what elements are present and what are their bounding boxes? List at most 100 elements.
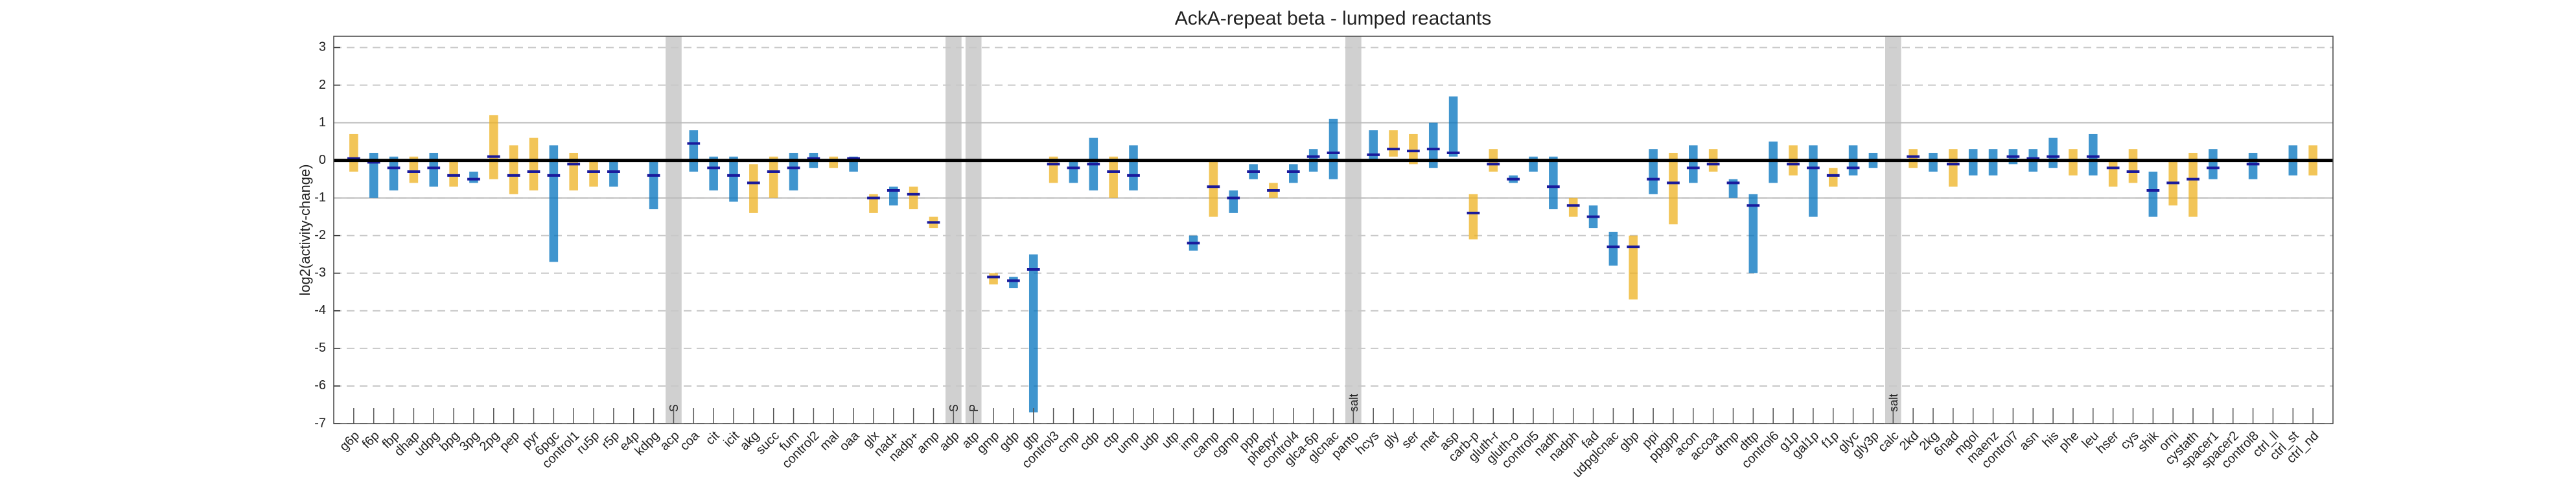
- value-cloud: [769, 156, 778, 198]
- x-tick-label: oaa: [837, 428, 863, 454]
- value-cloud: [1289, 164, 1298, 183]
- shaded-column: [965, 36, 982, 424]
- value-cloud: [1748, 194, 1758, 273]
- y-tick-label: -5: [314, 341, 326, 355]
- x-tick-label: g6p: [337, 429, 362, 454]
- value-cloud: [709, 156, 718, 191]
- y-tick-label: -1: [314, 190, 326, 205]
- y-tick-label: 2: [319, 78, 326, 92]
- value-cloud: [549, 145, 559, 262]
- value-cloud: [1229, 190, 1238, 213]
- value-cloud: [469, 172, 478, 183]
- value-cloud: [2069, 149, 2078, 176]
- shaded-column: [1345, 36, 1362, 424]
- x-tick-label: asn: [2017, 429, 2041, 453]
- value-cloud: [1389, 130, 1398, 157]
- x-tick-label: gdp: [997, 429, 1022, 454]
- x-tick-label: cit: [703, 428, 723, 448]
- value-cloud: [2188, 152, 2198, 217]
- chart-title: AckA-repeat beta - lumped reactants: [1175, 8, 1492, 29]
- value-cloud: [1468, 194, 1478, 240]
- value-cloud: [1769, 141, 1778, 183]
- value-cloud: [1988, 149, 1998, 176]
- value-cloud: [1109, 156, 1118, 198]
- x-tick-label: f6p: [360, 429, 382, 451]
- value-cloud: [449, 160, 458, 187]
- value-cloud: [909, 187, 918, 210]
- x-tick-label: bpg: [437, 429, 462, 454]
- x-tick-label: pep: [497, 429, 522, 454]
- x-tick-label: 3pg: [457, 429, 482, 454]
- value-cloud: [1428, 122, 1438, 168]
- value-cloud: [689, 130, 699, 172]
- value-cloud: [429, 152, 439, 187]
- value-cloud: [369, 152, 378, 198]
- x-tick-label: ru5p: [574, 429, 602, 457]
- shaded-column: [1885, 36, 1901, 424]
- value-cloud: [1549, 156, 1558, 210]
- y-tick-label: -4: [314, 303, 326, 317]
- y-tick-label: -7: [314, 416, 326, 430]
- x-tick-label: coa: [677, 428, 702, 453]
- value-cloud: [1929, 152, 1938, 172]
- value-cloud: [1949, 149, 1958, 187]
- value-cloud: [2089, 133, 2098, 176]
- x-tick-label: phe: [2056, 429, 2082, 454]
- y-tick-label: -6: [314, 378, 326, 392]
- x-tick-label: his: [2040, 429, 2062, 451]
- shaded-column: [946, 36, 962, 424]
- value-cloud: [2209, 149, 2218, 179]
- x-tick-label: icit: [721, 428, 742, 449]
- x-tick-label: ser: [1399, 428, 1422, 451]
- x-tick-label: cys: [2118, 429, 2142, 453]
- x-tick-label: utp: [1159, 429, 1182, 451]
- value-cloud: [1689, 145, 1698, 183]
- x-tick-label: gly: [1380, 429, 1402, 451]
- value-cloud: [1448, 96, 1458, 157]
- plot-frame: [333, 36, 2334, 424]
- shaded-column: [666, 36, 682, 424]
- value-cloud: [2128, 149, 2138, 183]
- value-cloud: [509, 145, 518, 194]
- value-cloud: [1329, 119, 1338, 179]
- y-tick-label: -2: [314, 228, 326, 242]
- value-cloud: [569, 152, 578, 191]
- value-cloud: [1028, 254, 1038, 413]
- value-cloud: [1909, 149, 1918, 168]
- value-cloud: [789, 152, 798, 191]
- y-tick-label: -3: [314, 266, 326, 280]
- value-cloud: [389, 156, 399, 191]
- value-cloud: [589, 160, 598, 187]
- x-tick-label: cdp: [1077, 429, 1102, 453]
- shaded-label: S: [667, 404, 680, 412]
- value-cloud: [649, 160, 658, 210]
- shaded-label: salt: [1887, 394, 1900, 412]
- value-cloud: [349, 133, 358, 172]
- value-cloud: [1209, 160, 1218, 217]
- value-cloud: [1809, 145, 1818, 217]
- value-cloud: [529, 137, 539, 191]
- value-cloud: [2048, 137, 2058, 168]
- value-cloud: [2248, 152, 2258, 179]
- x-tick-label: 2kd: [1897, 429, 1921, 453]
- value-cloud: [729, 156, 738, 202]
- shaded-label: S: [947, 404, 960, 412]
- value-cloud: [989, 273, 998, 285]
- value-cloud: [749, 164, 758, 213]
- y-tick-label: 1: [319, 115, 326, 130]
- x-tick-label: 2pg: [477, 429, 502, 454]
- value-cloud: [1129, 145, 1138, 191]
- x-tick-label: mal: [817, 429, 842, 453]
- value-cloud: [1968, 149, 1978, 176]
- y-tick-label: 0: [319, 153, 326, 167]
- value-cloud: [2108, 160, 2118, 187]
- x-tick-label: gbp: [1616, 429, 1642, 454]
- value-cloud: [1629, 235, 1638, 300]
- value-cloud: [1369, 130, 1378, 161]
- value-cloud: [489, 115, 498, 179]
- value-cloud: [1409, 133, 1418, 165]
- x-tick-label: met: [1417, 428, 1442, 453]
- value-cloud: [1649, 149, 1658, 194]
- shaded-label: P: [968, 404, 981, 412]
